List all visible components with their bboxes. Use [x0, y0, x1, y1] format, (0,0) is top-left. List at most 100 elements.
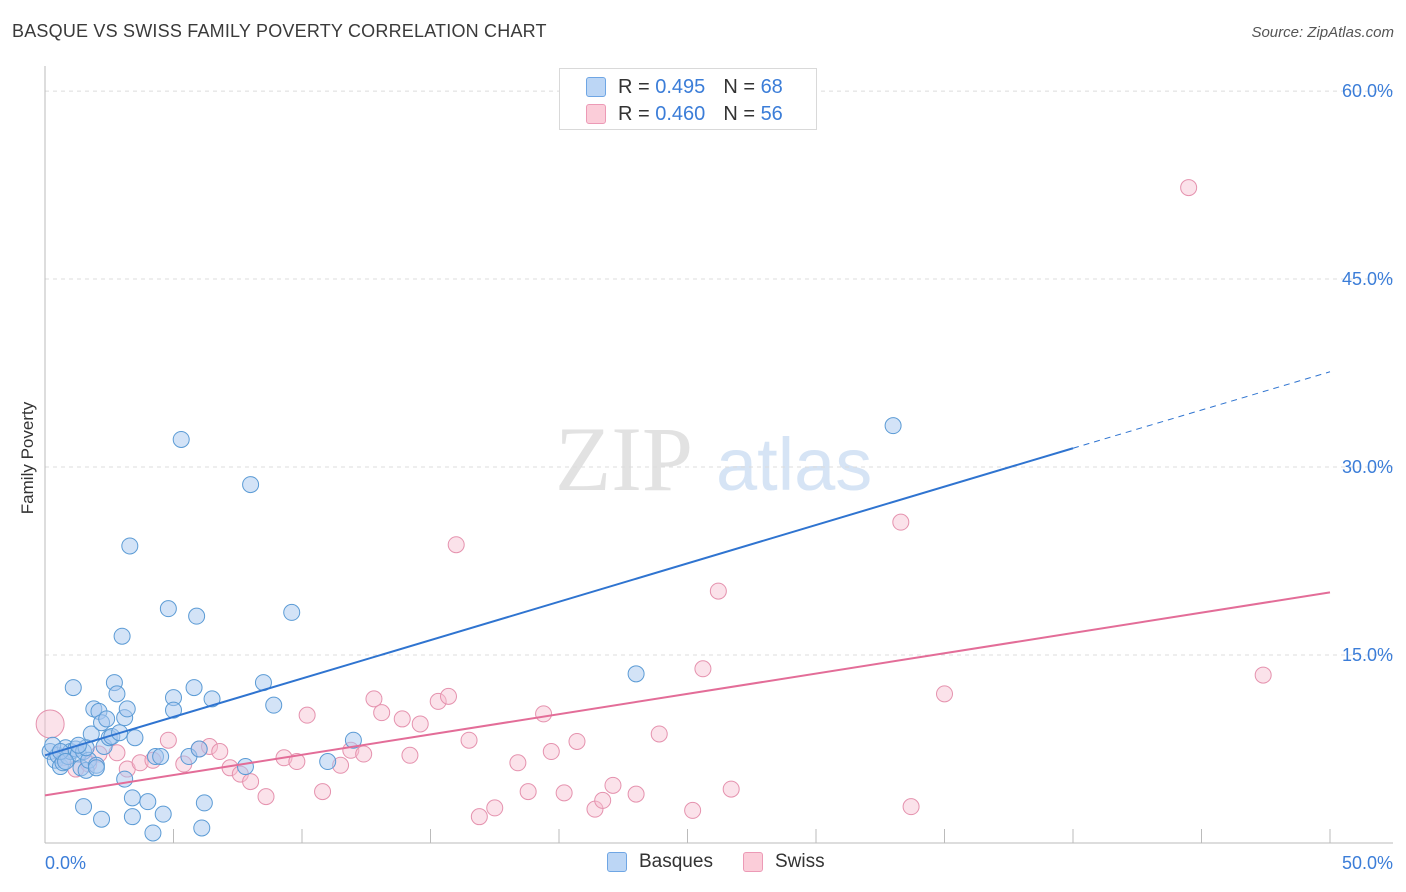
basques-point: [93, 810, 111, 828]
chart-title: BASQUE VS SWISS FAMILY POVERTY CORRELATI…: [12, 21, 547, 41]
swiss-point: [411, 715, 429, 733]
basques-point: [98, 710, 116, 728]
series-legend: Basques Swiss: [607, 851, 855, 873]
swiss-point: [470, 808, 488, 826]
basques-point: [190, 740, 208, 758]
swiss-point: [460, 731, 478, 749]
swiss-swatch: [742, 852, 763, 872]
basques-point: [126, 729, 144, 747]
swiss-point: [542, 743, 560, 761]
axes: [44, 66, 1393, 844]
swiss-point: [429, 692, 447, 710]
legend-item-swiss: Swiss: [742, 851, 825, 873]
swiss-point: [131, 754, 149, 772]
basques-point: [283, 603, 301, 621]
y-tick-label: 30.0%: [1342, 457, 1393, 477]
basques-point: [203, 690, 221, 708]
y-tick-label: 15.0%: [1342, 645, 1393, 665]
swiss-point: [401, 746, 419, 764]
basques-point: [121, 537, 139, 555]
basques-point: [185, 679, 203, 697]
x-tick-label: 50.0%: [1342, 853, 1393, 873]
basques-point: [57, 753, 75, 771]
basques-swatch: [607, 852, 627, 872]
basques-point: [144, 824, 162, 842]
basques-point: [75, 798, 93, 816]
gridlines: [45, 90, 1393, 656]
basques-point: [165, 701, 182, 719]
swiss-point: [257, 788, 275, 806]
n-value: 56: [760, 102, 783, 125]
n-label: N =: [723, 75, 755, 98]
swiss-point: [519, 783, 537, 801]
swiss-point: [242, 773, 260, 791]
basques-trend-line: [44, 447, 1074, 757]
swiss-point: [365, 690, 383, 708]
basques-point: [123, 808, 141, 826]
swiss-point: [902, 798, 920, 816]
r-value: 0.460: [655, 102, 706, 125]
swiss-point: [722, 780, 740, 798]
basques-point: [236, 758, 254, 776]
swiss-point: [393, 710, 411, 728]
watermark-zip: ZIP: [555, 408, 693, 510]
basques-point: [123, 789, 141, 807]
n-value: 68: [760, 75, 783, 98]
basques-point: [265, 696, 283, 714]
swiss-point: [159, 731, 177, 749]
basques-point: [64, 679, 82, 697]
swiss-point: [568, 732, 586, 750]
swiss-point: [439, 687, 457, 705]
legend-label-swiss: Swiss: [774, 851, 825, 872]
basques-swatch: [586, 77, 606, 97]
basques-point: [344, 731, 362, 749]
swiss-point: [288, 753, 306, 771]
source-label: Source: ZipAtlas.com: [1251, 24, 1394, 41]
legend-row-swiss: R = 0.460 N = 56: [586, 102, 783, 126]
swiss-point: [684, 801, 702, 819]
basques-point: [193, 819, 211, 837]
swiss-point: [298, 706, 316, 724]
basques-point: [627, 665, 645, 683]
swiss-point: [535, 705, 553, 723]
swiss-point: [936, 685, 953, 703]
swiss-point: [694, 660, 712, 678]
basques-trend-extension: [1072, 371, 1331, 449]
swiss-point: [604, 776, 622, 794]
basques-point: [152, 748, 170, 766]
swiss-point: [373, 704, 391, 722]
legend-row-basques: R = 0.495 N = 68: [586, 75, 783, 99]
swiss-point: [1254, 666, 1272, 684]
swiss-point: [509, 754, 527, 772]
basques-point: [242, 476, 260, 494]
r-label: R =: [618, 102, 650, 125]
data-points: [35, 179, 1272, 842]
correlation-legend: R = 0.495 N = 68 R = 0.460 N = 56: [559, 68, 817, 130]
swiss-swatch: [586, 104, 606, 124]
basques-point: [172, 430, 190, 448]
swiss-point: [35, 709, 65, 739]
r-value: 0.495: [655, 75, 706, 98]
swiss-point: [486, 799, 504, 817]
swiss-point: [211, 743, 229, 761]
trend-lines: [44, 371, 1331, 797]
tick-labels: 15.0% 30.0% 45.0% 60.0% 0.0% 50.0%: [45, 81, 1393, 873]
n-label: N =: [723, 102, 755, 125]
swiss-trend-line: [44, 591, 1331, 797]
legend-label-basques: Basques: [639, 851, 713, 872]
basques-point: [113, 627, 131, 645]
swiss-point: [555, 784, 573, 802]
basques-point: [154, 805, 172, 823]
basques-point: [139, 793, 157, 811]
basques-point: [87, 759, 105, 777]
swiss-point: [447, 536, 465, 554]
swiss-point: [314, 783, 332, 801]
basques-point: [108, 685, 126, 703]
y-tick-label: 45.0%: [1342, 269, 1393, 289]
y-tick-label: 60.0%: [1342, 81, 1393, 101]
watermark-atlas: atlas: [716, 423, 872, 506]
r-label: R =: [618, 75, 650, 98]
basques-point: [159, 600, 177, 618]
basques-point: [884, 417, 902, 435]
swiss-point: [594, 791, 612, 809]
